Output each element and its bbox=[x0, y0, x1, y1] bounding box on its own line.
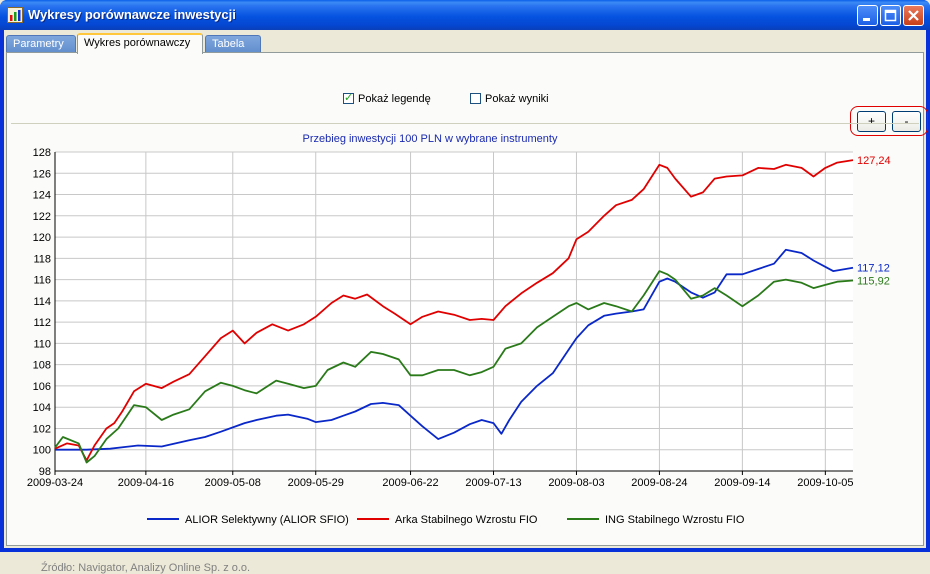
legend-entry-label: Arka Stabilnego Wzrostu FIO bbox=[395, 514, 538, 526]
tab-wykres-porownawczy[interactable]: Wykres porównawczy bbox=[77, 33, 203, 54]
window-title: Wykresy porównawcze inwestycji bbox=[28, 7, 236, 22]
series-line-0 bbox=[55, 248, 854, 451]
show-legend-checkbox[interactable]: Pokaż legendę bbox=[343, 91, 431, 105]
app-window: Wykresy porównawcze inwestycji Parametry… bbox=[0, 0, 930, 552]
x-tick-label: 2009-06-22 bbox=[382, 477, 438, 489]
series-line-2 bbox=[54, 270, 854, 464]
close-icon bbox=[908, 10, 919, 21]
zoom-highlight-frame bbox=[850, 106, 928, 136]
plot-area bbox=[55, 152, 853, 471]
x-tick-label: 2009-09-14 bbox=[714, 477, 770, 489]
minimize-button[interactable] bbox=[857, 5, 878, 26]
chart-legend: ALIOR Selektywny (ALIOR SFIO) Arka Stabil… bbox=[147, 514, 745, 526]
chart-title: Przebieg inwestycji 100 PLN w wybrane in… bbox=[303, 133, 558, 145]
zoom-out-button[interactable]: - bbox=[892, 111, 921, 132]
y-tick-label: 120 bbox=[33, 232, 51, 244]
y-tick-label: 116 bbox=[33, 275, 51, 287]
y-tick-label: 126 bbox=[33, 168, 51, 180]
y-tick-label: 124 bbox=[33, 190, 51, 202]
toolbar-separator bbox=[11, 123, 919, 124]
y-tick-label: 100 bbox=[33, 445, 51, 457]
show-legend-label: Pokaż legendę bbox=[358, 93, 431, 105]
close-button[interactable] bbox=[903, 5, 924, 26]
y-tick-label: 98 bbox=[39, 466, 51, 478]
checkbox-checked-icon[interactable] bbox=[343, 91, 354, 104]
zoom-in-button[interactable]: + bbox=[857, 111, 886, 132]
chart-app-icon bbox=[7, 7, 23, 23]
source-note: Źródło: Navigator, Analizy Online Sp. z … bbox=[41, 562, 251, 574]
y-tick-label: 122 bbox=[33, 211, 51, 223]
series-end-label: 115,92 bbox=[857, 275, 890, 287]
legend-entry-label: ING Stabilnego Wzrostu FIO bbox=[605, 514, 745, 526]
x-tick-label: 2009-10-05 bbox=[797, 477, 853, 489]
window-client-area: Parametry Wykres porównawczy Tabela Poka… bbox=[4, 30, 928, 574]
maximize-button[interactable] bbox=[880, 5, 901, 26]
maximize-icon bbox=[884, 9, 897, 22]
x-tick-label: 2009-08-03 bbox=[548, 477, 604, 489]
chart-axes: 98 100 102 104 106 108 110 112 114 116 118 120 122 12… bbox=[27, 147, 854, 489]
series-end-label: 117,12 bbox=[857, 263, 890, 275]
x-tick-label: 2009-08-24 bbox=[631, 477, 687, 489]
title-bar[interactable]: Wykresy porównawcze inwestycji bbox=[0, 0, 930, 30]
x-tick-label: 2009-04-16 bbox=[118, 477, 174, 489]
show-results-checkbox[interactable]: Pokaż wyniki bbox=[470, 93, 549, 105]
comparison-chart: Przebieg inwestycji 100 PLN w wybrane in… bbox=[27, 133, 891, 526]
series-line-1 bbox=[54, 159, 854, 462]
y-tick-label: 128 bbox=[33, 147, 51, 159]
y-tick-label: 114 bbox=[33, 296, 51, 308]
y-tick-label: 104 bbox=[33, 402, 51, 414]
y-tick-label: 118 bbox=[33, 253, 51, 265]
tab-parametry[interactable]: Parametry bbox=[6, 35, 76, 54]
checkbox-unchecked-icon[interactable] bbox=[470, 93, 481, 104]
tab-page: Pokaż legendę Pokaż wyniki + - Przebieg … bbox=[6, 52, 928, 574]
minimize-icon bbox=[863, 18, 870, 21]
chart-grid bbox=[54, 151, 853, 472]
y-tick-label: 110 bbox=[33, 338, 51, 350]
show-results-label: Pokaż wyniki bbox=[485, 93, 549, 105]
y-tick-label: 108 bbox=[33, 360, 51, 372]
chart-series: 117,12 127,24 115,92 bbox=[54, 155, 891, 464]
y-tick-label: 102 bbox=[33, 423, 51, 435]
x-tick-label: 2009-03-24 bbox=[27, 477, 83, 489]
x-tick-label: 2009-05-08 bbox=[205, 477, 261, 489]
tab-tabela[interactable]: Tabela bbox=[205, 35, 261, 54]
x-tick-label: 2009-05-29 bbox=[288, 477, 344, 489]
x-tick-label: 2009-07-13 bbox=[465, 477, 521, 489]
y-tick-label: 112 bbox=[33, 317, 51, 329]
series-end-label: 127,24 bbox=[857, 155, 891, 167]
y-tick-label: 106 bbox=[33, 381, 51, 393]
legend-entry-label: ALIOR Selektywny (ALIOR SFIO) bbox=[185, 514, 349, 526]
